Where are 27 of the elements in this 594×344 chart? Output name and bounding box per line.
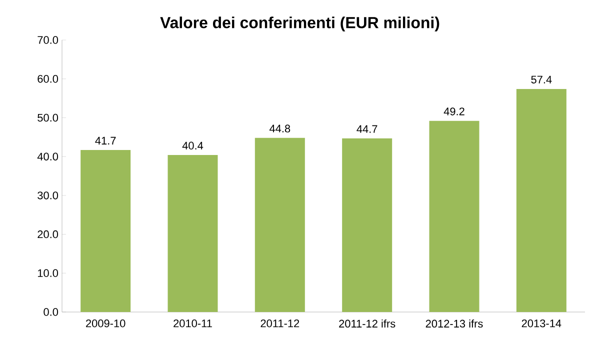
y-tick-label: 30.0: [38, 192, 58, 200]
bar: [429, 120, 480, 312]
data-label: 49.2: [444, 108, 464, 116]
y-tick-label: 50.0: [38, 114, 58, 122]
data-label: 41.7: [95, 136, 116, 144]
x-tick-label: 2011-12 ifrs: [339, 320, 396, 328]
y-tick-label: 70.0: [38, 36, 58, 44]
data-label: 44.7: [356, 125, 378, 133]
bar: [342, 138, 392, 312]
y-tick-label: 40.0: [37, 152, 58, 160]
bar: [168, 155, 218, 312]
x-tick-label: 2013-14: [522, 320, 562, 328]
bar: [516, 88, 566, 312]
bar: [80, 150, 131, 312]
chart-title: Valore dei conferimenti (EUR milioni): [160, 16, 440, 32]
y-tick-label: 10.0: [38, 269, 58, 278]
data-label: 57.4: [531, 76, 552, 84]
x-tick-label: 2010-11: [174, 320, 212, 328]
x-tick-label: 2009-10: [86, 320, 126, 328]
data-label: 44.8: [270, 124, 290, 132]
x-tick-label: 2012-13 ifrs: [426, 320, 483, 328]
y-tick-label: 20.0: [38, 230, 58, 238]
data-label: 40.4: [182, 142, 204, 150]
x-tick-label: 2011-12: [260, 320, 300, 328]
y-tick-label: 60.0: [38, 74, 58, 83]
bar: [254, 138, 305, 312]
y-tick-label: 0.0: [44, 308, 58, 316]
